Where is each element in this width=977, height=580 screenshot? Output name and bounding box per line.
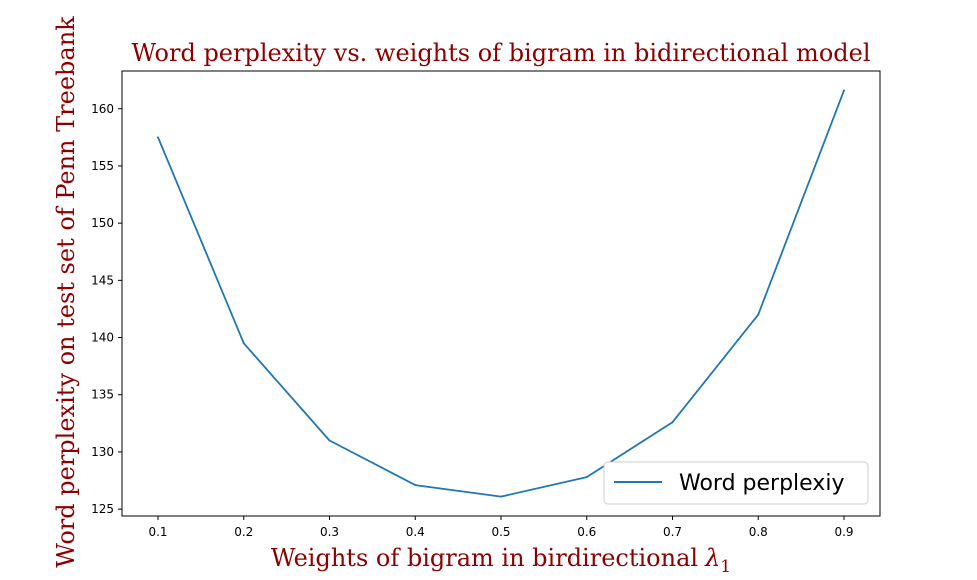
legend-label: Word perplexiy [679, 471, 844, 496]
x-tick-label: 0.7 [663, 525, 682, 539]
data-point [585, 476, 588, 479]
x-tick-label: 0.2 [234, 525, 253, 539]
data-point [500, 495, 502, 498]
y-axis-label: Word perplexity on test set of Penn Tree… [52, 16, 80, 568]
x-tick-label: 0.3 [320, 525, 339, 539]
chart-title: Word perplexity vs. weights of bigram in… [131, 39, 870, 67]
x-axis-label-subscript: 1 [720, 557, 731, 577]
y-tick-label: 150 [91, 216, 114, 230]
x-axis-label-symbol: λ [704, 544, 720, 572]
x-tick-label: 0.4 [406, 525, 425, 539]
y-tick-label: 130 [91, 445, 114, 459]
x-tick-label: 0.8 [749, 525, 768, 539]
x-tick-label: 0.5 [491, 525, 510, 539]
data-point [157, 136, 160, 139]
x-tick-label: 0.6 [577, 525, 596, 539]
data-point [842, 89, 845, 92]
series-layer [157, 89, 845, 498]
y-tick-label: 140 [91, 331, 114, 345]
y-tick-label: 125 [91, 502, 114, 516]
x-axis: 0.1 0.2 0.3 0.4 0.5 0.6 0.7 0.8 0.9 [148, 516, 854, 539]
x-tick-label: 0.1 [148, 525, 167, 539]
x-axis-label-text: Weights of bigram in birdirectional [271, 544, 698, 572]
data-point [414, 484, 417, 487]
data-point [757, 313, 760, 316]
data-point [242, 342, 245, 345]
legend-box [603, 461, 869, 505]
data-point [671, 421, 674, 424]
y-tick-label: 145 [91, 273, 114, 287]
y-tick-label: 155 [91, 159, 114, 173]
series-line [157, 90, 845, 498]
data-point [328, 439, 331, 442]
y-axis: 125 130 135 140 145 150 155 160 [91, 102, 122, 516]
y-tick-label: 135 [91, 388, 114, 402]
x-tick-label: 0.9 [834, 525, 853, 539]
x-axis-label: Weights of bigram in birdirectional λ1 [271, 544, 731, 577]
legend: Word perplexiy [603, 461, 869, 505]
y-tick-label: 160 [91, 102, 114, 116]
